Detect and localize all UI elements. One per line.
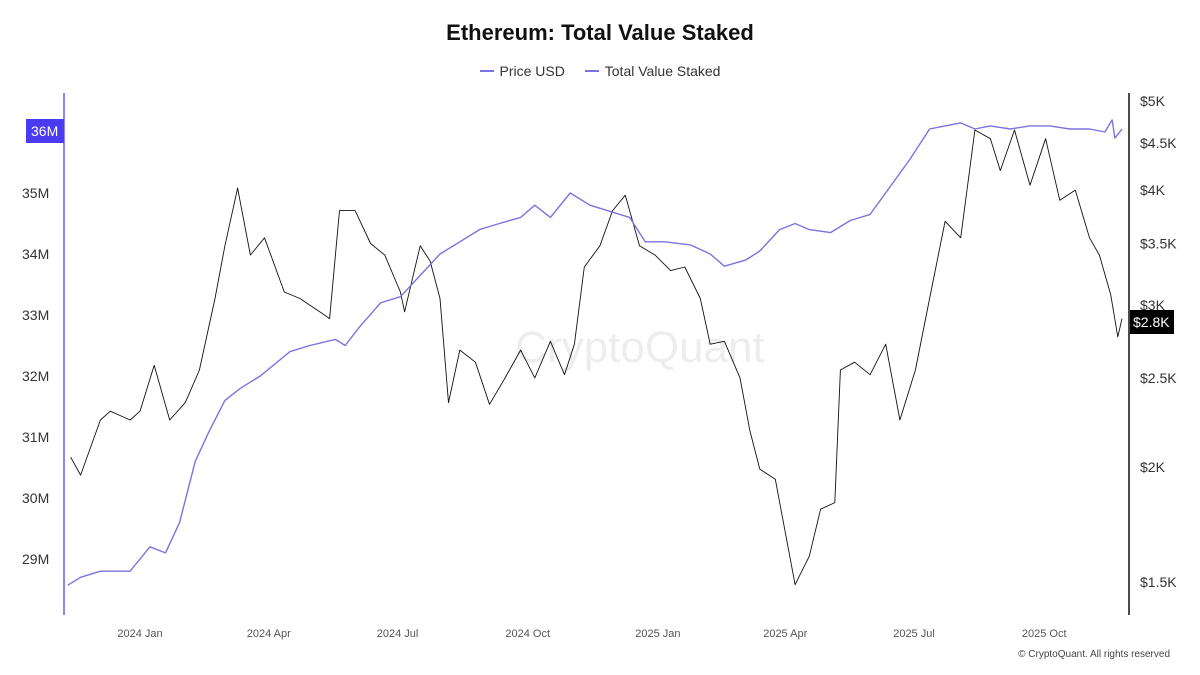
x-tick-label: 2024 Jul [377, 628, 419, 640]
legend-item-price[interactable]: Price USD [479, 63, 565, 79]
x-tick-label: 2024 Jan [117, 628, 162, 640]
left-tick-label: 29M [22, 551, 49, 567]
chart-title: Ethereum: Total Value Staked [446, 20, 754, 45]
watermark: CryptoQuant [515, 323, 764, 372]
price-line [70, 129, 1123, 586]
legend-swatch [584, 70, 599, 72]
legend-label: Total Value Staked [604, 63, 721, 79]
right-tick-label: $4.5K [1140, 135, 1177, 151]
left-tick-label: 35M [22, 185, 49, 201]
x-tick-label: 2025 Oct [1022, 628, 1067, 640]
left-tick-label: 32M [22, 368, 49, 384]
right-tick-label: $3.5K [1140, 235, 1177, 251]
left-tick-label: 34M [22, 246, 49, 262]
left-current-badge [26, 119, 64, 143]
right-tick-label: $4K [1140, 182, 1166, 198]
legend-item-staked[interactable]: Total Value Staked [584, 63, 721, 79]
left-tick-label: 33M [22, 307, 49, 323]
right-current-badge [1130, 310, 1174, 334]
x-tick-label: 2025 Jul [893, 628, 935, 640]
left-current-label: 36M [31, 123, 58, 139]
right-tick-label: $2.5K [1140, 370, 1177, 386]
left-tick-label: 31M [22, 429, 49, 445]
staked-line [67, 119, 1123, 586]
legend: Price USD Total Value Staked [0, 59, 1200, 79]
x-tick-label: 2025 Jan [635, 628, 680, 640]
right-current-label: $2.8K [1133, 314, 1170, 330]
x-tick-label: 2025 Apr [763, 628, 807, 640]
right-tick-label: $5K [1140, 93, 1166, 109]
left-tick-label: 30M [22, 490, 49, 506]
right-tick-label: $2K [1140, 459, 1166, 475]
right-tick-label: $1.5K [1140, 574, 1177, 590]
right-tick-label: $3K [1140, 297, 1166, 313]
x-tick-label: 2024 Oct [505, 628, 550, 640]
legend-swatch [479, 70, 494, 72]
legend-label: Price USD [499, 63, 565, 79]
x-tick-label: 2024 Apr [247, 628, 291, 640]
copyright-footer: © CryptoQuant. All rights reserved [1018, 649, 1170, 660]
